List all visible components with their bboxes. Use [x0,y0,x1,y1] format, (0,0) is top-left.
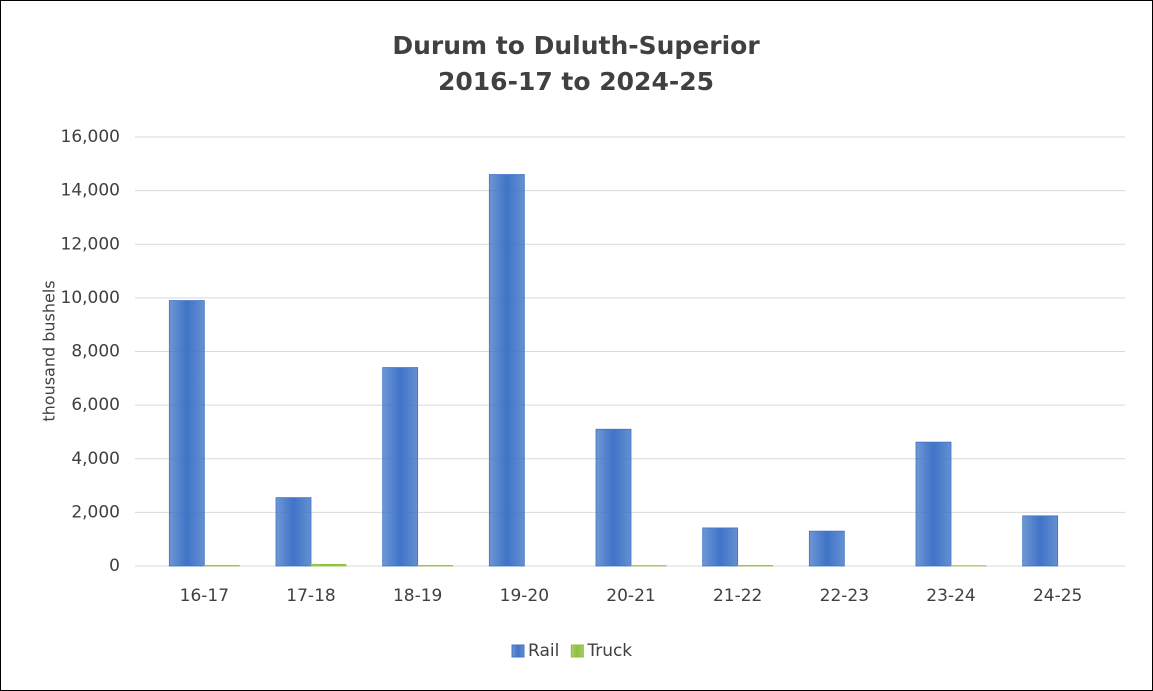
bar [915,441,952,567]
legend-swatch [570,644,584,658]
x-tick-label: 19-20 [500,586,549,606]
legend-label: Truck [586,641,632,661]
x-tick-label: 20-21 [606,586,655,606]
y-tick-label: 2,000 [71,502,120,522]
y-tick-label: 6,000 [71,395,120,415]
x-tick-label: 16-17 [180,586,229,606]
x-tick-label: 17-18 [286,586,335,606]
bar [310,563,347,567]
bar [1022,515,1059,567]
x-tick-label: 21-22 [713,586,762,606]
x-tick-label: 18-19 [393,586,442,606]
bar [203,565,240,567]
y-tick-label: 10,000 [61,288,120,308]
x-tick-label: 23-24 [926,586,975,606]
bar [488,174,525,567]
x-tick-label: 22-23 [820,586,869,606]
bar [595,428,632,567]
bar [417,565,454,567]
legend-label: Rail [528,641,559,661]
bar [737,565,774,567]
bar [168,300,205,567]
x-tick-label: 24-25 [1033,586,1082,606]
bar [702,527,739,567]
y-tick-label: 8,000 [71,342,120,362]
bar [808,530,845,567]
y-tick-label: 16,000 [61,127,120,147]
y-tick-label: 12,000 [61,234,120,254]
legend-swatch [511,644,525,658]
y-tick-label: 14,000 [61,181,120,201]
chart-title: Durum to Duluth-Superior [392,31,760,60]
y-axis-label: thousand bushels [40,280,59,421]
bar [382,367,419,567]
y-tick-label: 4,000 [71,449,120,469]
bar [275,497,312,567]
y-tick-label: 0 [109,556,120,576]
chart-subtitle: 2016-17 to 2024-25 [438,67,714,96]
